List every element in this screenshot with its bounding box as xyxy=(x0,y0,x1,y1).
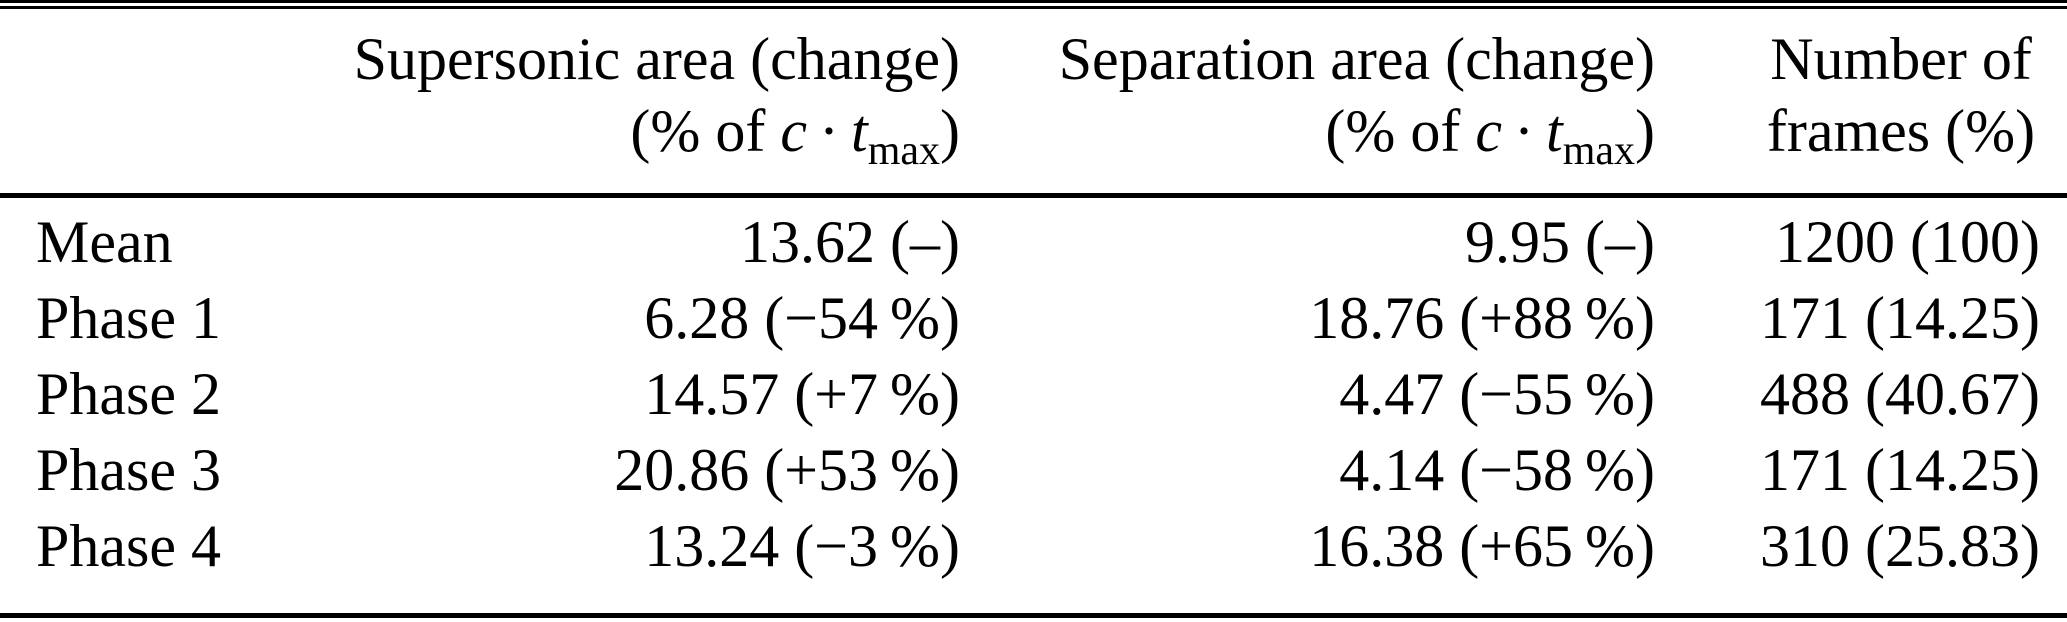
header-supersonic-unit: (% of c · tmax) xyxy=(260,95,960,172)
cell-separation: 4.14 (−58 %) xyxy=(1339,437,1655,503)
row-label: Phase 1 xyxy=(36,285,221,351)
unit-dot: · xyxy=(1502,98,1547,164)
table-row: Mean 13.62 (–) 9.95 (–) 1200 (100) xyxy=(0,204,2067,280)
table-row: Phase 2 14.57 (+7 %) 4.47 (−55 %) 488 (4… xyxy=(0,356,2067,432)
unit-close: ) xyxy=(940,98,960,164)
table-header-rule xyxy=(0,193,2067,198)
table-top-rule xyxy=(0,0,2067,9)
cell-frames: 1200 (100) xyxy=(1775,209,2040,275)
unit-close: ) xyxy=(1635,98,1655,164)
cell-separation: 9.95 (–) xyxy=(1465,209,1655,275)
table-row: Phase 3 20.86 (+53 %) 4.14 (−58 %) 171 (… xyxy=(0,432,2067,508)
header-frames-line2: frames (%) xyxy=(1766,98,2036,164)
header-supersonic-line1: Supersonic area (change) xyxy=(353,26,960,92)
unit-chord-symbol: c xyxy=(780,98,808,164)
cell-frames: 488 (40.67) xyxy=(1760,361,2040,427)
unit-chord-symbol: c xyxy=(1475,98,1503,164)
cell-separation: 18.76 (+88 %) xyxy=(1309,285,1655,351)
cell-supersonic: 13.24 (−3 %) xyxy=(644,513,960,579)
header-row: Supersonic area (change) (% of c · tmax)… xyxy=(0,9,2067,193)
header-separation-unit: (% of c · tmax) xyxy=(960,95,1655,172)
unit-t-symbol: t xyxy=(851,98,868,164)
row-label: Phase 3 xyxy=(36,437,221,503)
unit-dot: · xyxy=(807,98,852,164)
header-frames-line1: Number of xyxy=(1770,26,2032,92)
unit-open: (% of xyxy=(630,98,781,164)
table-header: Supersonic area (change) (% of c · tmax)… xyxy=(0,9,2067,193)
cell-frames: 310 (25.83) xyxy=(1760,513,2040,579)
header-empty-cell xyxy=(0,9,260,193)
cell-separation: 4.47 (−55 %) xyxy=(1339,361,1655,427)
row-label: Phase 2 xyxy=(36,361,221,427)
unit-subscript: max xyxy=(1562,128,1636,174)
unit-t-symbol: t xyxy=(1546,98,1563,164)
header-number-of-frames: Number of frames (%) xyxy=(1655,9,2067,193)
cell-supersonic: 14.57 (+7 %) xyxy=(644,361,960,427)
cell-supersonic: 20.86 (+53 %) xyxy=(614,437,960,503)
header-separation-area: Separation area (change) (% of c · tmax) xyxy=(960,9,1655,193)
cell-supersonic: 6.28 (−54 %) xyxy=(644,285,960,351)
header-separation-line1: Separation area (change) xyxy=(1058,26,1655,92)
row-label: Mean xyxy=(36,209,173,275)
header-supersonic-area: Supersonic area (change) (% of c · tmax) xyxy=(260,9,960,193)
table-row: Phase 1 6.28 (−54 %) 18.76 (+88 %) 171 (… xyxy=(0,280,2067,356)
table-row: Phase 4 13.24 (−3 %) 16.38 (+65 %) 310 (… xyxy=(0,508,2067,584)
cell-supersonic: 13.62 (–) xyxy=(740,209,960,275)
unit-subscript: max xyxy=(867,128,941,174)
unit-open: (% of xyxy=(1325,98,1476,164)
cell-frames: 171 (14.25) xyxy=(1760,285,2040,351)
row-label: Phase 4 xyxy=(36,513,221,579)
table-body: Mean 13.62 (–) 9.95 (–) 1200 (100) Phase… xyxy=(0,204,2067,584)
cell-separation: 16.38 (+65 %) xyxy=(1309,513,1655,579)
table-bottom-rule xyxy=(0,613,2067,618)
cell-frames: 171 (14.25) xyxy=(1760,437,2040,503)
